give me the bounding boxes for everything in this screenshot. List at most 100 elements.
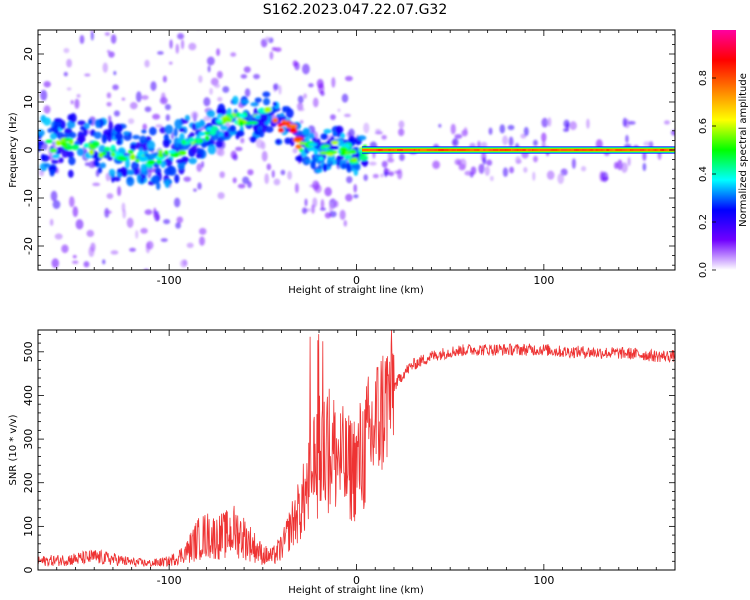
ridge-core (299, 141, 307, 145)
ridge-blob (323, 128, 332, 134)
noise-blob (294, 183, 299, 194)
band-speck (639, 149, 647, 151)
noise-blob (398, 120, 405, 129)
ridge-core (245, 121, 251, 125)
noise-blob (43, 105, 51, 114)
ridge-blob (201, 141, 207, 149)
snr-y-ticks: 0 100 200 300 400 500 (22, 333, 675, 574)
noise-blob (663, 120, 670, 125)
ridge-blob (174, 174, 180, 184)
ridge-core (254, 114, 261, 119)
ridge-blob (56, 146, 66, 152)
coherent-band (362, 146, 675, 154)
noise-blob (547, 117, 552, 127)
ridge-blob (211, 134, 219, 141)
noise-blob (541, 117, 549, 128)
ridge-blob (77, 120, 86, 126)
ridge-blob (216, 108, 222, 115)
noise-blob (265, 36, 270, 42)
band-speck (473, 149, 480, 151)
y-tick-label: 100 (22, 516, 35, 537)
band-speck (519, 149, 523, 151)
ridge-core (129, 154, 136, 161)
noise-blob (209, 87, 213, 95)
snr-panel: -100 0 100 0 100 200 300 400 500 Height of stra… (8, 329, 676, 596)
noise-blob (438, 123, 442, 128)
noise-blob (488, 127, 493, 135)
noise-blob (157, 51, 164, 55)
noise-blob (381, 160, 388, 168)
noise-blob (168, 61, 173, 65)
noise-blob (273, 83, 279, 91)
noise-blob (348, 128, 355, 138)
ridge-blob (164, 167, 173, 176)
noise-blob (271, 169, 275, 178)
ridge-core (238, 120, 244, 127)
noise-blob (509, 166, 515, 174)
noise-blob (155, 124, 163, 128)
ridge-blob (54, 118, 63, 123)
noise-blob (83, 261, 90, 268)
ridge-core (289, 127, 298, 133)
band-speck (445, 149, 448, 151)
noise-blob (337, 108, 341, 113)
ridge-core (103, 146, 111, 152)
noise-blob (199, 236, 205, 246)
noise-blob (388, 171, 395, 177)
y-tick-label: -10 (22, 189, 35, 207)
band-speck (606, 149, 609, 151)
noise-blob (235, 146, 243, 152)
noise-blob (463, 127, 468, 135)
band-speck (595, 149, 603, 151)
noise-blob (169, 39, 173, 49)
noise-blob (163, 218, 171, 225)
noise-blob (470, 166, 477, 175)
noise-blob (170, 131, 175, 140)
noise-blob (478, 163, 485, 174)
noise-blob (230, 150, 237, 160)
ridge-core (330, 140, 339, 145)
noise-blob (546, 170, 555, 180)
ridge-core (91, 141, 100, 147)
ridge-blob (51, 159, 59, 164)
ridge-core (319, 151, 328, 155)
noise-blob (331, 77, 336, 88)
ridge-core (63, 138, 74, 142)
noise-blob (304, 198, 308, 207)
band-speck (438, 149, 444, 151)
ridge-core (196, 138, 201, 144)
noise-blob (72, 206, 79, 218)
noise-blob (66, 58, 73, 68)
ridge-core (295, 144, 302, 150)
ridge-blob (162, 138, 171, 148)
ridge-core (294, 136, 304, 141)
ridge-blob (254, 97, 262, 103)
spectrogram-y-axis-label: Frequency (Hz) (8, 112, 19, 188)
ridge-blob (64, 128, 72, 134)
ridge-core (110, 144, 116, 151)
snr-series-line (38, 330, 675, 569)
band-speck (396, 149, 404, 151)
noise-blob (271, 47, 277, 51)
ridge-core (118, 155, 126, 162)
noise-blob (301, 63, 310, 75)
noise-blob (54, 233, 63, 240)
ridge-core (278, 127, 285, 133)
ridge-core (157, 149, 163, 154)
noise-blob (269, 51, 274, 60)
ridge-blob (43, 117, 52, 126)
noise-blob (152, 113, 161, 120)
ridge-blob (164, 124, 174, 135)
ridge-core (147, 159, 156, 165)
noise-blob (303, 93, 307, 99)
noise-blob (320, 91, 325, 97)
noise-blob (311, 204, 315, 214)
ridge-blob (253, 125, 259, 131)
noise-blob (106, 193, 114, 199)
noise-blob (489, 175, 494, 182)
noise-blob (219, 171, 225, 179)
ridge-blob (122, 131, 130, 136)
noise-blob (183, 176, 192, 182)
x-tick-label: -100 (157, 574, 182, 587)
ridge-blob (320, 133, 328, 140)
